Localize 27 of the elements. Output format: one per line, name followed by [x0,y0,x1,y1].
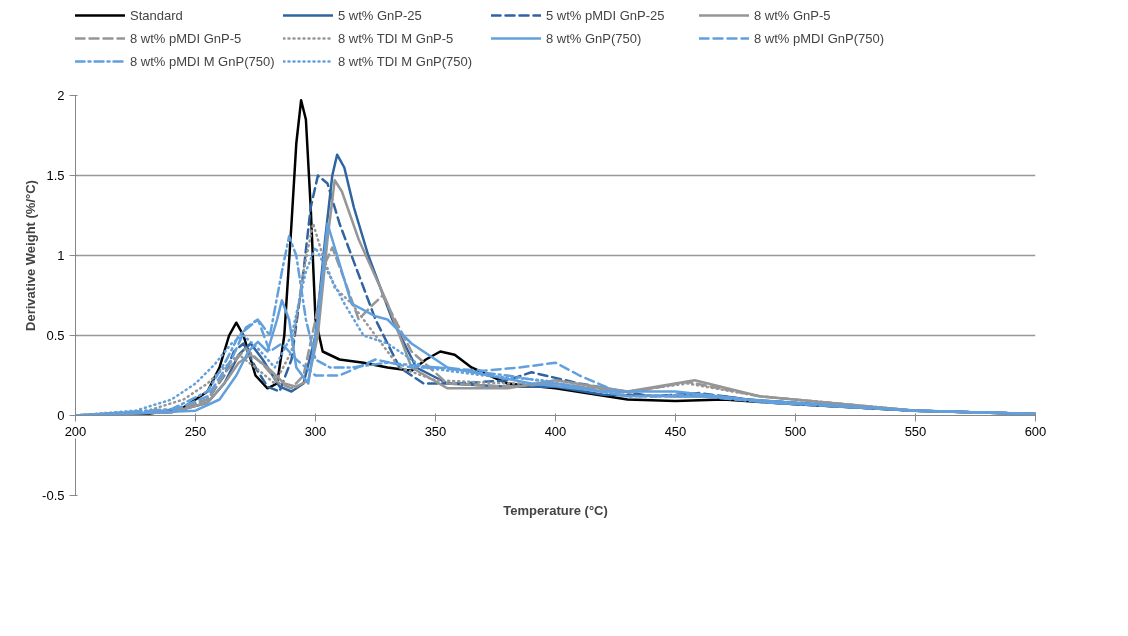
x-tick-label: 300 [304,423,327,439]
x-tick-label: 450 [664,423,687,439]
legend-label: 8 wt% TDI M GnP-5 [338,30,455,46]
y-tick-label: 0.5 [46,328,65,343]
legend-label: Standard [130,7,184,23]
legend-label: 5 wt% GnP-25 [338,7,423,23]
legend-label: 8 wt% pMDI GnP(750) [754,30,886,46]
y-tick-label: 2 [57,88,65,103]
x-tick-label: 250 [184,423,207,439]
y-tick-label: 1 [57,248,65,263]
y-tick-label: 0 [57,408,65,423]
y-tick-label: 1.5 [46,168,65,183]
x-tick-label: 500 [784,423,807,439]
legend-label: 8 wt% GnP(750) [546,30,643,46]
legend-label: 8 wt% GnP-5 [754,7,832,23]
x-tick-label: 550 [904,423,927,439]
x-tick-label: 200 [64,423,87,439]
legend-label: 8 wt% TDI M GnP(750) [338,53,474,69]
x-tick-label: 400 [544,423,567,439]
legend-label: 8 wt% pMDI M GnP(750) [130,53,276,69]
legend-label: 5 wt% pMDI GnP-25 [546,7,666,23]
x-axis-title: Temperature (°C) [503,502,608,518]
y-axis-title: Derivative Weight (%/°C) [23,180,39,331]
legend-label: 8 wt% pMDI GnP-5 [130,30,243,46]
x-tick-label: 350 [424,423,447,439]
y-tick-label: -0.5 [42,488,65,503]
x-tick-label: 600 [1024,423,1047,439]
